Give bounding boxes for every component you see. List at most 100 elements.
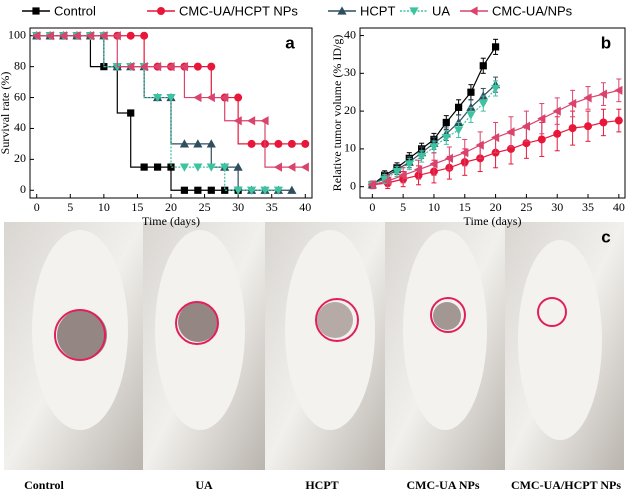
marker [287,185,297,194]
marker [179,62,189,72]
marker [429,159,438,169]
x-tick-label: 5 [67,200,73,214]
photo-caption: UA [195,478,213,492]
marker [553,129,562,138]
panel-label: b [601,33,611,52]
marker [152,62,162,72]
marker [166,93,176,103]
marker [58,31,68,41]
marker [466,102,476,111]
marker [287,162,296,172]
marker [398,170,407,180]
y-tick-label: 40 [14,120,26,134]
marker [404,160,414,169]
marker [273,162,283,172]
marker [287,139,296,148]
marker [140,163,148,171]
marker [537,114,546,124]
marker [221,186,229,194]
marker [490,84,501,94]
marker [413,165,423,175]
plot-frame [359,27,626,199]
marker [246,186,257,195]
marker [233,116,242,126]
marker [568,98,577,109]
y-axis-label: Relative tumor volume (% ID/g) [330,35,344,192]
marker [220,92,229,103]
marker [127,109,135,117]
photo [4,222,143,470]
photo [143,222,265,470]
marker [193,62,202,71]
marker [273,186,284,195]
marker [444,153,453,163]
marker [460,148,469,158]
marker [441,133,451,143]
marker [220,163,230,172]
marker [112,31,121,41]
marker [491,43,500,51]
marker [490,132,500,143]
x-tick-label: 40 [299,200,311,214]
x-axis-label: Time (days) [142,214,200,228]
y-tick-label: 30 [344,65,356,79]
marker [442,118,450,127]
marker [598,89,608,99]
photo-caption: HCPT [305,478,338,492]
marker [207,62,216,71]
y-axis-label: Survival rate (%) [0,72,12,155]
legend-marker [32,7,40,15]
x-tick-label: 10 [428,200,440,214]
series-line [372,88,497,186]
legend-label: Control [54,3,96,18]
legend-label: HCPT [360,3,395,18]
photo [265,222,385,470]
x-tick-label: 35 [266,200,278,214]
legend-label: CMC-UA/NPs [492,3,573,18]
marker [126,62,135,72]
marker [72,31,81,41]
marker [206,163,216,172]
marker [167,163,175,171]
y-tick-label: 20 [344,103,356,117]
marker [583,93,592,103]
x-tick-label: 40 [613,200,625,214]
photo [505,222,624,470]
marker [568,124,577,133]
marker [537,135,546,144]
marker [466,111,476,120]
marker [614,116,623,125]
marker [193,139,203,148]
marker [85,31,95,41]
panel-label: c [601,227,610,246]
marker [99,31,108,41]
x-tick-label: 35 [582,200,594,214]
marker [392,167,402,177]
marker [207,186,215,194]
marker [32,31,41,41]
marker [179,163,190,172]
marker [166,62,175,72]
marker [455,103,463,111]
marker [139,62,148,72]
marker [206,139,216,148]
marker [475,140,484,150]
y-tick-label: 0 [350,178,356,192]
marker [152,93,163,103]
x-tick-label: 5 [400,200,406,214]
marker [521,121,530,131]
panel-label: a [285,33,295,52]
y-tick-label: 10 [344,141,356,155]
x-tick-label: 20 [490,200,502,214]
marker [193,92,202,103]
marker [274,139,283,148]
marker [467,88,475,96]
legend-marker [157,7,165,15]
marker [478,99,488,109]
y-tick-label: 20 [14,151,26,165]
y-tick-label: 80 [14,58,26,72]
marker [233,186,243,195]
legend-label: UA [432,3,450,18]
marker [45,31,54,41]
